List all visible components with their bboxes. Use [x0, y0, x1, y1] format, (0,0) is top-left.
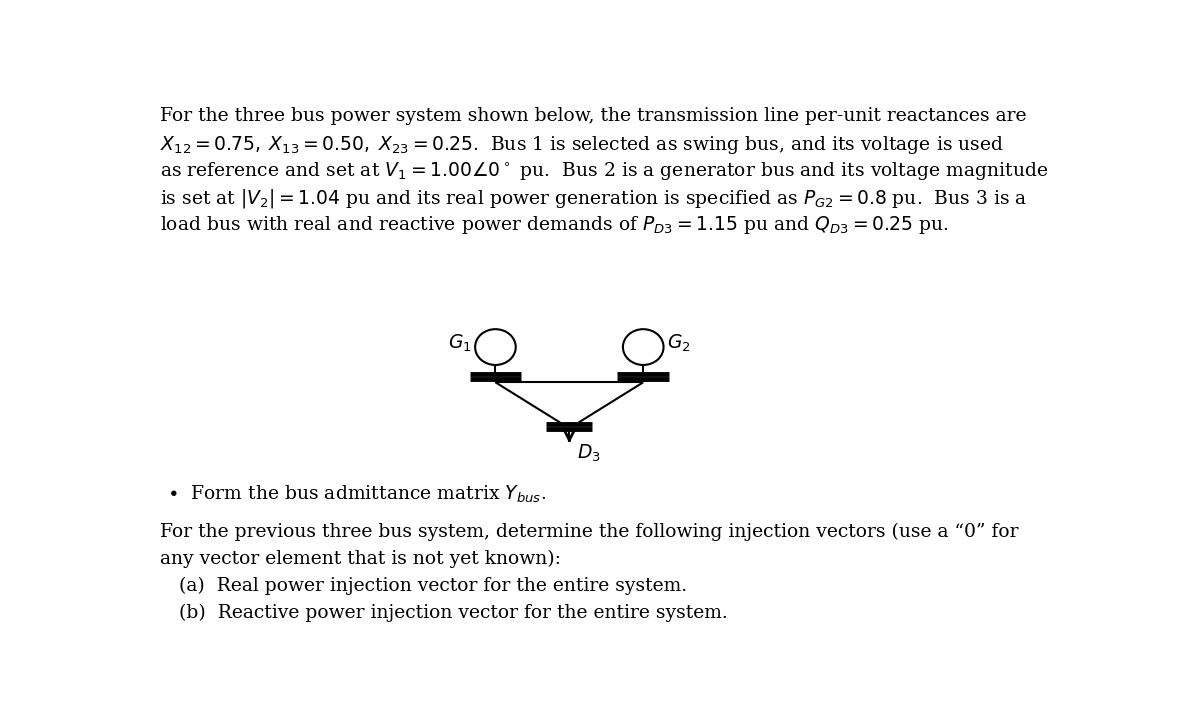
Text: any vector element that is not yet known):: any vector element that is not yet known…: [160, 550, 561, 568]
Text: For the previous three bus system, determine the following injection vectors (us: For the previous three bus system, deter…: [160, 523, 1019, 542]
Text: For the three bus power system shown below, the transmission line per-unit react: For the three bus power system shown bel…: [160, 107, 1026, 125]
Text: $X_{12} = 0.75,\; X_{13} = 0.50,\; X_{23} = 0.25$.  Bus 1 is selected as swing b: $X_{12} = 0.75,\; X_{13} = 0.50,\; X_{23…: [160, 134, 1004, 155]
Text: as reference and set at $V_1 = 1.00\angle 0^\circ$ pu.  Bus 2 is a generator bus: as reference and set at $V_1 = 1.00\angl…: [160, 160, 1049, 182]
Text: $D_3$: $D_3$: [577, 443, 601, 464]
Text: $G_1$: $G_1$: [448, 333, 471, 354]
Text: $G_2$: $G_2$: [668, 333, 691, 354]
Text: (a)  Real power injection vector for the entire system.: (a) Real power injection vector for the …: [179, 577, 687, 595]
Text: is set at $|V_2| = 1.04$ pu and its real power generation is specified as $P_{G2: is set at $|V_2| = 1.04$ pu and its real…: [160, 187, 1028, 211]
Text: $\bullet$  Form the bus admittance matrix $Y_{bus}$.: $\bullet$ Form the bus admittance matrix…: [167, 484, 547, 505]
Text: (b)  Reactive power injection vector for the entire system.: (b) Reactive power injection vector for …: [179, 603, 727, 622]
Text: load bus with real and reactive power demands of $P_{D3} = 1.15$ pu and $Q_{D3} : load bus with real and reactive power de…: [160, 214, 949, 236]
